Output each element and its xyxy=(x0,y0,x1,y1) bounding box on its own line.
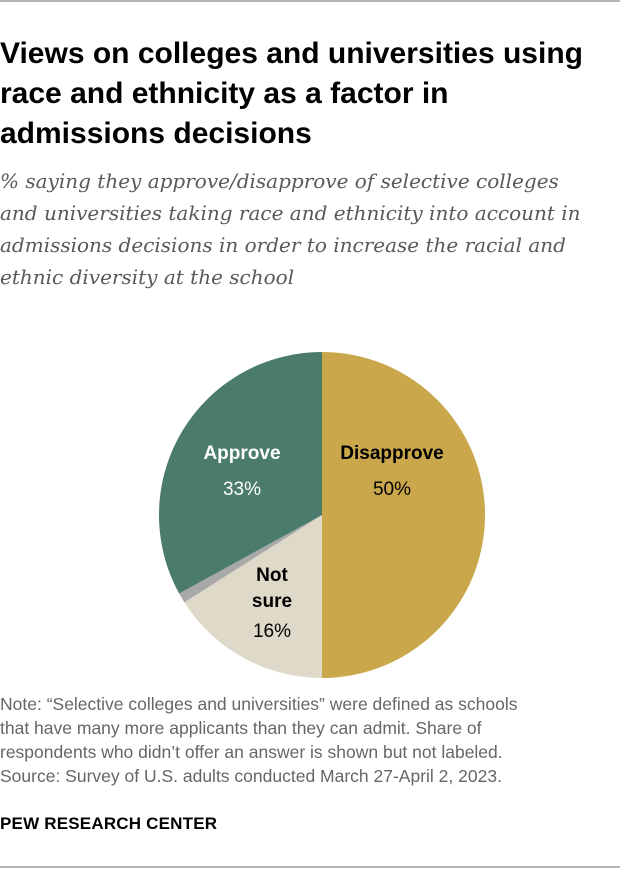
slice-name-not-sure: Not xyxy=(256,565,288,586)
chart-title: Views on colleges and universities using… xyxy=(0,34,620,154)
subtitle-line: and universities taking race and ethnici… xyxy=(0,201,581,225)
title-line: race and ethnicity as a factor in xyxy=(0,77,449,110)
slice-value-disapprove: 50% xyxy=(373,479,411,500)
pew-research-center-logo: PEW RESEARCH CENTER xyxy=(0,814,218,833)
chart-subtitle: % saying they approve/disapprove of sele… xyxy=(0,165,620,293)
title-line: Views on colleges and universities using xyxy=(0,37,583,70)
note-line: that have many more applicants than they… xyxy=(0,718,482,738)
note-line: Note: “Selective colleges and universiti… xyxy=(0,694,518,714)
note-line: respondents who didn’t offer an answer i… xyxy=(0,742,503,762)
pie-slice-not-sure xyxy=(184,515,322,678)
title-line: admissions decisions xyxy=(0,117,312,150)
pie-slice-disapprove xyxy=(322,352,485,678)
subtitle-line: ethnic diversity at the school xyxy=(0,265,295,289)
subtitle-line: % saying they approve/disapprove of sele… xyxy=(0,169,559,193)
slice-name-not-sure: sure xyxy=(252,591,292,612)
slice-name-approve: Approve xyxy=(203,443,280,464)
bottom-rule xyxy=(0,866,620,868)
top-rule xyxy=(0,0,620,2)
source-line: Source: Survey of U.S. adults conducted … xyxy=(0,766,502,786)
pie-slice-approve xyxy=(158,352,322,594)
slice-name-disapprove: Disapprove xyxy=(340,443,443,464)
pie-slice-no-answer xyxy=(179,515,322,603)
slice-value-approve: 33% xyxy=(223,479,261,500)
pie-chart: Disapprove 50% Not sure 16% Approve 33% xyxy=(158,352,485,678)
chart-note: Note: “Selective colleges and universiti… xyxy=(0,692,620,788)
slice-value-not-sure: 16% xyxy=(253,621,291,642)
subtitle-line: admissions decisions in order to increas… xyxy=(0,233,566,257)
